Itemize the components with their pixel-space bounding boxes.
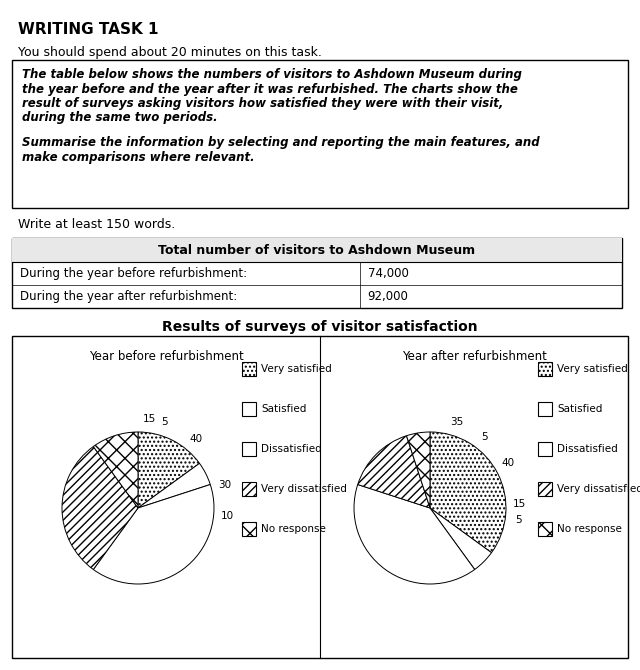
Text: Year before refurbishment: Year before refurbishment [88, 350, 243, 363]
Bar [242, 482, 256, 496]
Bar [538, 522, 552, 536]
Text: 30: 30 [218, 480, 231, 490]
Text: Very dissatisfied: Very dissatisfied [557, 484, 640, 494]
Text: Write at least 150 words.: Write at least 150 words. [18, 218, 175, 231]
Bar [538, 442, 552, 456]
Text: 74,000: 74,000 [368, 267, 408, 280]
Text: Dissatisfied: Dissatisfied [261, 444, 322, 454]
Text: the year before and the year after it was refurbished. The charts show the: the year before and the year after it wa… [22, 82, 518, 96]
Wedge shape [93, 432, 138, 508]
Bar [12, 60, 628, 208]
Text: Year after refurbishment: Year after refurbishment [401, 350, 547, 363]
Text: Satisfied: Satisfied [557, 404, 602, 414]
Text: 5: 5 [516, 515, 522, 525]
Wedge shape [93, 484, 214, 584]
Text: 40: 40 [189, 434, 202, 444]
Wedge shape [406, 432, 430, 508]
Text: 15: 15 [513, 499, 526, 509]
Text: 35: 35 [451, 417, 463, 427]
Bar [538, 402, 552, 416]
Text: Very satisfied: Very satisfied [261, 364, 332, 374]
Text: During the year after refurbishment:: During the year after refurbishment: [20, 290, 237, 303]
Text: No response: No response [261, 524, 326, 534]
Bar [242, 402, 256, 416]
Text: during the same two periods.: during the same two periods. [22, 111, 218, 125]
Text: 10: 10 [221, 511, 234, 521]
Wedge shape [358, 436, 430, 508]
Text: WRITING TASK 1: WRITING TASK 1 [18, 22, 159, 37]
Text: You should spend about 20 minutes on this task.: You should spend about 20 minutes on thi… [18, 46, 322, 59]
Text: Very dissatisfied: Very dissatisfied [261, 484, 347, 494]
Bar [538, 482, 552, 496]
Wedge shape [430, 432, 506, 553]
Text: 15: 15 [143, 414, 156, 424]
Text: Results of surveys of visitor satisfaction: Results of surveys of visitor satisfacti… [162, 320, 478, 334]
Text: Summarise the information by selecting and reporting the main features, and: Summarise the information by selecting a… [22, 136, 540, 149]
Text: 5: 5 [481, 432, 488, 442]
Wedge shape [138, 432, 200, 508]
Wedge shape [430, 508, 492, 570]
Text: Dissatisfied: Dissatisfied [557, 444, 618, 454]
Bar [242, 442, 256, 456]
Text: Total number of visitors to Ashdown Museum: Total number of visitors to Ashdown Muse… [159, 243, 476, 257]
Bar [242, 522, 256, 536]
Text: result of surveys asking visitors how satisfied they were with their visit,: result of surveys asking visitors how sa… [22, 97, 504, 110]
Bar [12, 238, 622, 308]
Bar [538, 362, 552, 376]
Wedge shape [354, 484, 475, 584]
Bar [12, 336, 628, 658]
Text: The table below shows the numbers of visitors to Ashdown Museum during: The table below shows the numbers of vis… [22, 68, 522, 81]
Wedge shape [62, 446, 138, 570]
Text: make comparisons where relevant.: make comparisons where relevant. [22, 151, 255, 163]
Wedge shape [138, 464, 211, 508]
Text: Satisfied: Satisfied [261, 404, 307, 414]
Text: 5: 5 [162, 417, 168, 427]
Text: During the year before refurbishment:: During the year before refurbishment: [20, 267, 247, 280]
Bar [12, 238, 622, 262]
Text: Very satisfied: Very satisfied [557, 364, 628, 374]
Text: 40: 40 [501, 458, 514, 468]
Text: No response: No response [557, 524, 622, 534]
Bar [242, 362, 256, 376]
Text: 92,000: 92,000 [368, 290, 408, 303]
